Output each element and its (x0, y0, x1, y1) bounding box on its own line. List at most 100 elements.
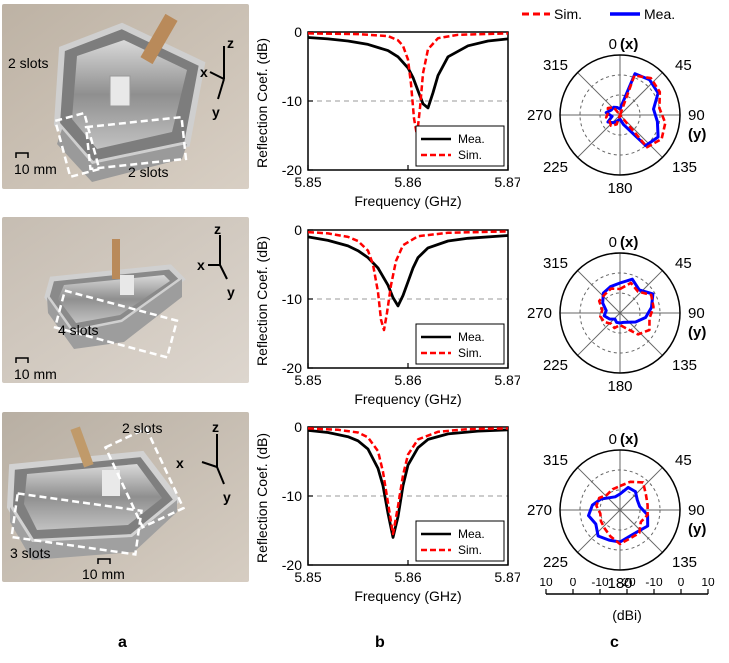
slot-label: 2 slots (122, 420, 162, 436)
scale-tick-label: -20 (618, 578, 636, 589)
polar-angle-label: 135 (672, 554, 697, 571)
axes-triad-1 (209, 46, 225, 100)
axis-y-label: y (227, 284, 235, 300)
scale-bar (15, 152, 29, 158)
polar-angle-label: 45 (675, 57, 692, 74)
x-tick-label: 5.87 (494, 174, 520, 190)
photo-panel-3: z x y 2 slots 3 slots 10 mm (2, 412, 249, 582)
polar-pattern-2: 0 (x) 45 90 (y) 135 180 225 270 315 (527, 234, 706, 395)
device-photo-3: z x y 2 slots 3 slots 10 mm (2, 412, 249, 582)
y-axis-label: Reflection Coef. (dB) (254, 433, 270, 563)
slot-label: 2 slots (8, 55, 48, 71)
axis-z-label: z (214, 221, 221, 237)
x-axis-label: Frequency (GHz) (354, 588, 461, 604)
slot-label: 2 slots (128, 164, 168, 180)
axes-triad-3 (201, 434, 225, 485)
legend-box (415, 323, 505, 365)
y-tick-label: -10 (282, 488, 302, 504)
polar-angle-label: 225 (543, 554, 568, 571)
y-tick-label: -20 (282, 360, 302, 376)
series-line-sim (307, 32, 509, 137)
scale-bar-label: 10 mm (82, 566, 125, 582)
x-tick-label: 5.87 (494, 372, 520, 388)
x-tick-label: 5.85 (294, 569, 321, 585)
polar-angle-label: (x) (620, 234, 638, 251)
x-tick-label: 5.86 (394, 372, 421, 388)
polar-angle-label: 180 (607, 575, 632, 592)
x-tick-label: 5.85 (294, 174, 321, 190)
scale-bar (15, 357, 29, 363)
polar-angle-label: 180 (607, 378, 632, 395)
reflection-chart-3: 5.85 5.86 5.87 0 -10 -20 Frequency (GHz) Reflec… (254, 419, 520, 604)
chart-legend: Mea. Sim. (415, 125, 505, 167)
polar-series-sim (597, 281, 655, 336)
legend-label: Mea. (458, 132, 485, 146)
polar-angle-label: (y) (688, 521, 706, 538)
polar-frame (559, 449, 681, 571)
polar-series-mea (604, 72, 660, 148)
legend-label: Sim. (458, 148, 482, 162)
axis-x-label: x (197, 257, 205, 273)
y-tick-label: -10 (282, 291, 302, 307)
chart-legend: Mea. Sim. (415, 323, 505, 365)
axis-z-label: z (227, 35, 234, 51)
polar-series-mea (601, 277, 655, 325)
y-tick-label: -20 (282, 162, 302, 178)
polar-angle-label: 315 (543, 452, 568, 469)
scale-tick-label: 10 (539, 578, 553, 589)
device-photo-1: z x y 2 slots 2 slots 10 mm (2, 4, 249, 189)
x-tick-label: 5.87 (494, 569, 520, 585)
x-tick-label: 5.85 (294, 372, 321, 388)
legend-label: Mea. (458, 330, 485, 344)
y-axis-label: Reflection Coef. (dB) (254, 38, 270, 168)
series-line-mea (307, 428, 509, 539)
polar-angle-label: 45 (675, 452, 692, 469)
column-label-a: a (118, 634, 127, 651)
column-label-c: c (610, 634, 619, 651)
polar-series-sim (604, 74, 667, 149)
legend-label: Mea. (458, 527, 485, 541)
polar-series-mea (587, 485, 650, 544)
y-tick-label: -10 (282, 93, 302, 109)
polar-angle-label: 90 (688, 107, 705, 124)
axis-x-label: x (176, 455, 184, 471)
scale-tick-label: -10 (645, 578, 663, 589)
device-photo-2: z x y 4 slots 10 mm (2, 217, 249, 383)
polar-radial-scale: 10 0 -10 -20 -10 0 10 (dBi) (539, 578, 715, 623)
polar-angle-label: 270 (527, 502, 552, 519)
legend-label: Sim. (458, 346, 482, 360)
y-tick-label: -20 (282, 557, 302, 573)
polar-angle-label: 0 (609, 36, 617, 53)
polar-grid-spoke (577, 270, 663, 356)
x-axis-label: Frequency (GHz) (354, 193, 461, 209)
photo-panel-2: z x y 4 slots 10 mm (2, 217, 249, 383)
series-line-mea (307, 234, 509, 308)
polar-angle-label: (x) (620, 36, 638, 53)
polar-angle-label: 270 (527, 107, 552, 124)
polar-frame (559, 54, 681, 176)
axis-z-label: z (212, 419, 219, 435)
y-tick-label: 0 (294, 222, 302, 238)
y-tick-label: 0 (294, 419, 302, 435)
scale-bar-label: 10 mm (14, 366, 57, 382)
polar-angle-label: 45 (675, 255, 692, 272)
axes-triad-2 (208, 235, 228, 280)
scale-unit-label: (dBi) (612, 607, 642, 623)
series-line-mea (307, 36, 509, 110)
polar-angle-label: 225 (543, 159, 568, 176)
axis-y-label: y (212, 104, 220, 120)
polar-angle-label: 225 (543, 357, 568, 374)
legend-box (415, 125, 505, 167)
chart-legend: Mea. Sim. (415, 520, 505, 562)
scale-tick-label: 0 (570, 578, 577, 589)
polar-angle-label: (y) (688, 126, 706, 143)
legend-box (415, 520, 505, 562)
polar-angle-label: 0 (609, 431, 617, 448)
polar-angle-label: 315 (543, 255, 568, 272)
x-tick-label: 5.86 (394, 174, 421, 190)
series-line-sim (307, 427, 509, 536)
polar-angle-label: (x) (620, 431, 638, 448)
polar-angle-label: 135 (672, 159, 697, 176)
polar-series-sim (595, 480, 649, 546)
